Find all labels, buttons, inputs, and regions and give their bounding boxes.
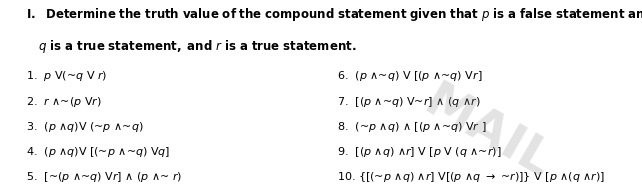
Text: 5.  [~($p$ $\wedge$~$q$) V$r$] $\wedge$ ($p$ $\wedge$~ $r$): 5. [~($p$ $\wedge$~$q$) V$r$] $\wedge$ (… [26,170,182,184]
Text: 6.  ($p$ $\wedge$~$q$) V [($p$ $\wedge$~$q$) V$r$]: 6. ($p$ $\wedge$~$q$) V [($p$ $\wedge$~$… [337,69,483,83]
Text: 7.  [($p$ $\wedge$~$q$) V~$r$] $\wedge$ ($q$ $\wedge$$r$): 7. [($p$ $\wedge$~$q$) V~$r$] $\wedge$ (… [337,95,481,109]
Text: 4.  ($p$ $\wedge$$q$)V [(~$p$ $\wedge$~$q$) V$q$]: 4. ($p$ $\wedge$$q$)V [(~$p$ $\wedge$~$q… [26,145,170,159]
Text: 1.  $p$ V(~$q$ V $r$): 1. $p$ V(~$q$ V $r$) [26,69,107,83]
Text: MAIL: MAIL [416,78,560,188]
Text: 10. {[(~$p$ $\wedge$$q$) $\wedge$$r$] V[($p$ $\wedge$$q$ $\rightarrow$ ~$r$)]} V: 10. {[(~$p$ $\wedge$$q$) $\wedge$$r$] V[… [337,170,605,184]
Text: $\mathbf{I.}$  $\mathbf{Determine\ the\ truth\ value\ of\ the\ compound\ stateme: $\mathbf{I.}$ $\mathbf{Determine\ the\ t… [26,6,642,23]
Text: 9.  [($p$ $\wedge$$q$) $\wedge$$r$] V [$p$ V ($q$ $\wedge$~$r$)]: 9. [($p$ $\wedge$$q$) $\wedge$$r$] V [$p… [337,145,501,159]
Text: 2.  $r$ $\wedge$~($p$ V$r$): 2. $r$ $\wedge$~($p$ V$r$) [26,95,101,109]
Text: 8.  (~$p$ $\wedge$$q$) $\wedge$ [($p$ $\wedge$~$q$) V$r$ ]: 8. (~$p$ $\wedge$$q$) $\wedge$ [($p$ $\w… [337,120,487,134]
Text: $\mathit{q}$ $\mathbf{is\ a\ true\ statement,\ and}$ $\mathit{r}$ $\mathbf{is\ a: $\mathit{q}$ $\mathbf{is\ a\ true\ state… [26,38,356,55]
Text: 3.  ($p$ $\wedge$$q$)V (~$p$ $\wedge$~$q$): 3. ($p$ $\wedge$$q$)V (~$p$ $\wedge$~$q$… [26,120,143,134]
